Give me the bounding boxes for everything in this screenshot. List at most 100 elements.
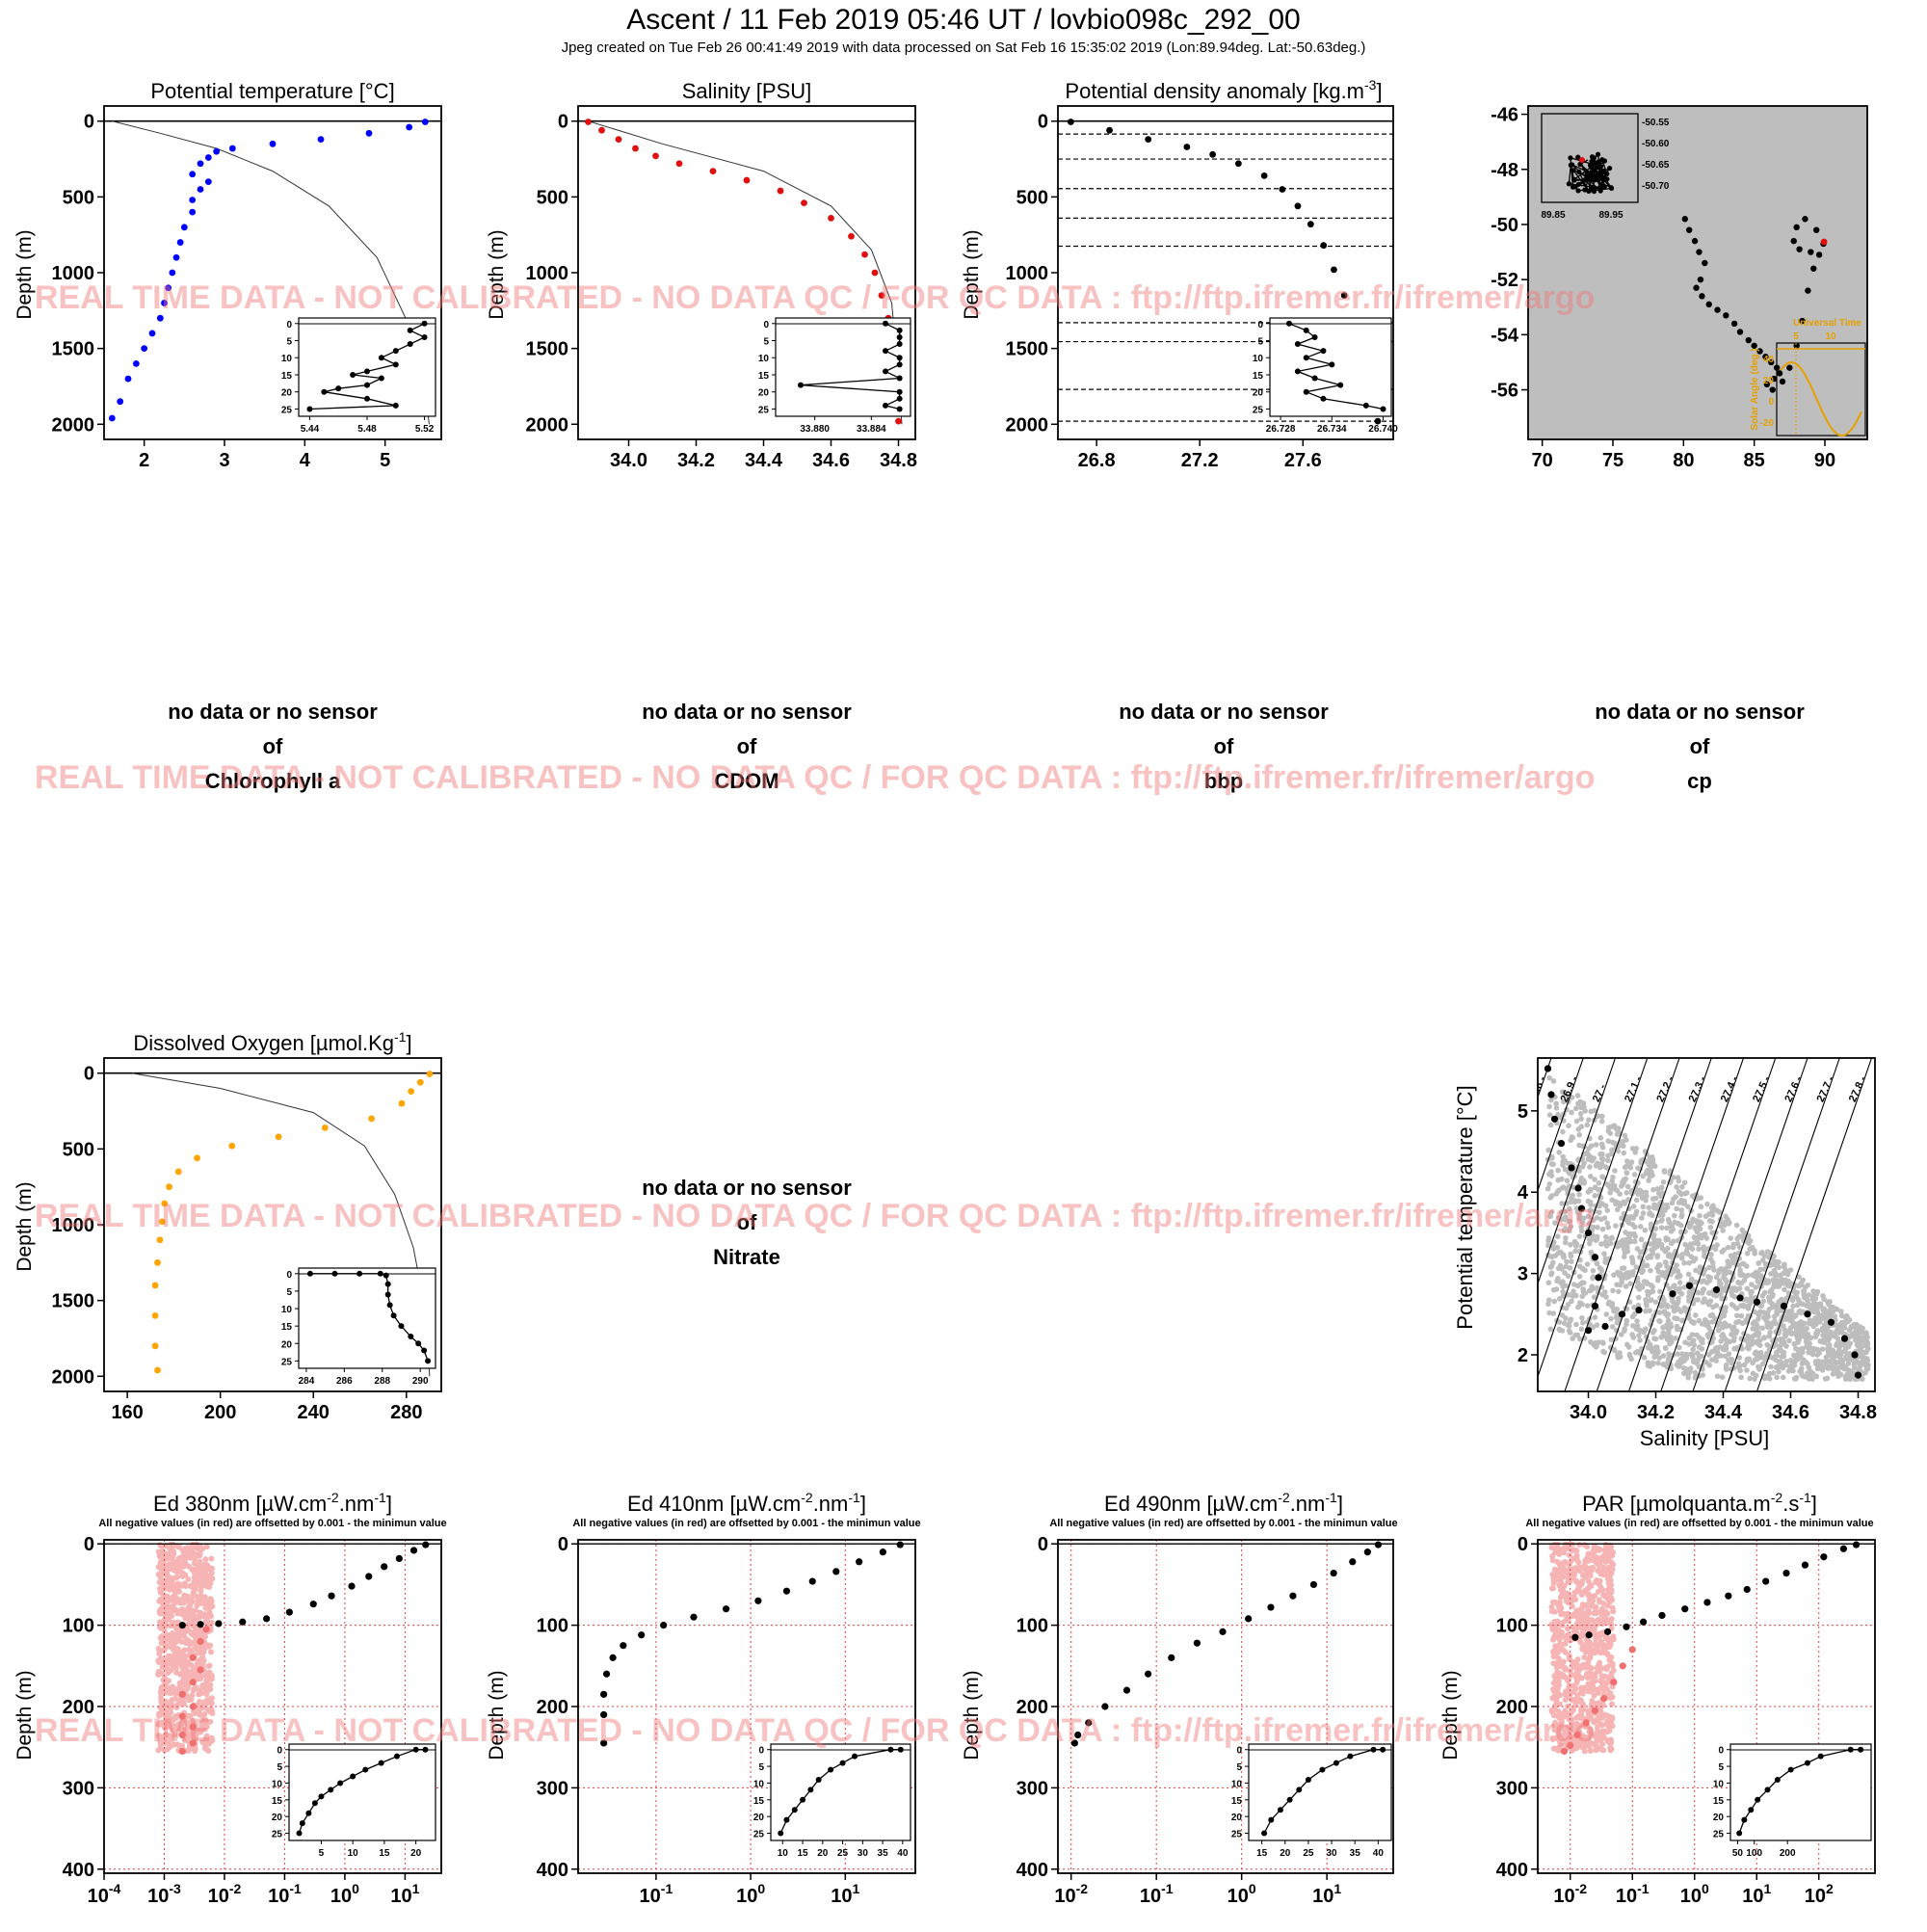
- background-profile-point: [0, 168, 3, 173]
- background-profile-point: [0, 400, 3, 406]
- background-profile-point: [0, 1263, 3, 1269]
- background-profile-point: [0, 410, 3, 416]
- background-profile-point: [0, 152, 3, 158]
- background-profile-point: [0, 119, 3, 124]
- background-profile-point: [0, 154, 3, 160]
- background-profile-point: [0, 1212, 3, 1218]
- background-profile-point: [0, 1247, 3, 1253]
- zoom-inset-lat-label: -50.55: [1642, 118, 1670, 128]
- inset-data-point: [1329, 361, 1334, 367]
- background-profile-point: [0, 306, 3, 312]
- background-profile-point: [0, 135, 3, 141]
- background-profile-point: [0, 190, 3, 196]
- background-profile-point: [0, 267, 3, 273]
- background-profile-point: [0, 1160, 3, 1166]
- background-profile-point: [0, 231, 3, 237]
- background-profile-point: [0, 235, 3, 241]
- background-profile-point: [0, 227, 3, 233]
- background-profile-point: [0, 204, 3, 210]
- data-point: [652, 153, 659, 160]
- background-profile-point: [0, 261, 3, 267]
- background-profile-point: [0, 175, 3, 181]
- background-profile-point: [0, 1233, 3, 1239]
- background-profile-point: [0, 1304, 3, 1310]
- background-profile-point: [0, 352, 3, 357]
- background-profile-point: [0, 274, 3, 279]
- background-profile-point: [0, 351, 3, 357]
- background-profile-point: [0, 402, 3, 408]
- background-profile-point: [0, 211, 3, 217]
- background-profile-point: [0, 1222, 3, 1228]
- background-profile-point: [0, 1190, 3, 1196]
- background-profile-point: [0, 169, 3, 174]
- background-profile-point: [0, 253, 3, 259]
- background-profile-point: [0, 353, 3, 358]
- background-profile-point: [0, 316, 3, 322]
- background-profile-point: [0, 213, 3, 219]
- background-profile-point: [0, 165, 3, 171]
- background-profile-point: [0, 148, 3, 154]
- background-profile-point: [0, 182, 3, 188]
- background-profile-point: [0, 235, 3, 241]
- background-profile-point: [0, 1215, 3, 1221]
- background-profile-point: [0, 1109, 3, 1115]
- background-profile-point: [0, 1113, 3, 1119]
- background-profile-point: [0, 149, 3, 155]
- background-profile-point: [0, 129, 3, 135]
- background-profile-point: [0, 202, 3, 208]
- background-profile-point: [0, 285, 3, 291]
- background-profile-point: [0, 387, 3, 393]
- background-profile-point: [0, 293, 3, 299]
- background-profile-point: [0, 279, 3, 285]
- background-profile-point: [0, 272, 3, 278]
- background-profile-point: [0, 119, 3, 124]
- background-profile-point: [0, 1094, 3, 1099]
- background-profile-point: [0, 124, 3, 130]
- background-profile-point: [0, 205, 3, 211]
- background-profile-point: [0, 187, 3, 193]
- zoom-inset-lat-label: -50.65: [1642, 160, 1670, 171]
- background-profile-point: [0, 127, 3, 133]
- background-profile-point: [0, 1371, 3, 1377]
- background-profile-point: [0, 222, 3, 227]
- background-profile-point: [0, 232, 3, 238]
- background-profile-point: [0, 419, 3, 425]
- data-point: [1686, 226, 1692, 232]
- background-profile-point: [0, 231, 3, 237]
- background-profile-point: [0, 217, 3, 223]
- background-profile-point: [0, 155, 3, 161]
- background-profile-point: [0, 307, 3, 313]
- background-profile-point: [0, 1292, 3, 1298]
- background-profile-point: [0, 294, 3, 300]
- background-profile-point: [0, 360, 3, 366]
- background-profile-point: [0, 1196, 3, 1202]
- background-profile-point: [0, 367, 3, 373]
- background-profile-point: [0, 1234, 3, 1240]
- background-profile-point: [0, 362, 3, 368]
- background-profile-point: [0, 277, 3, 282]
- background-profile-point: [0, 305, 3, 311]
- background-profile-point: [0, 266, 3, 272]
- background-profile-point: [0, 1357, 3, 1363]
- background-profile-point: [0, 361, 3, 367]
- background-profile-point: [0, 379, 3, 384]
- background-profile-point: [0, 409, 3, 414]
- background-profile-point: [0, 1160, 3, 1166]
- background-profile-point: [0, 380, 3, 385]
- background-profile-point: [0, 211, 3, 217]
- background-profile-point: [0, 350, 3, 356]
- background-profile-point: [0, 296, 3, 302]
- background-profile-point: [0, 139, 3, 145]
- background-profile-point: [0, 211, 3, 217]
- background-profile-point: [0, 269, 3, 275]
- background-profile-point: [0, 1186, 3, 1192]
- background-profile-point: [0, 1098, 3, 1104]
- background-profile-point: [0, 291, 3, 297]
- background-profile-point: [0, 212, 3, 218]
- background-profile-point: [0, 410, 3, 415]
- background-profile-point: [0, 206, 3, 212]
- inset-data-point: [408, 328, 413, 333]
- background-profile-point: [0, 294, 3, 300]
- data-point: [1791, 238, 1797, 244]
- data-point: [744, 177, 751, 184]
